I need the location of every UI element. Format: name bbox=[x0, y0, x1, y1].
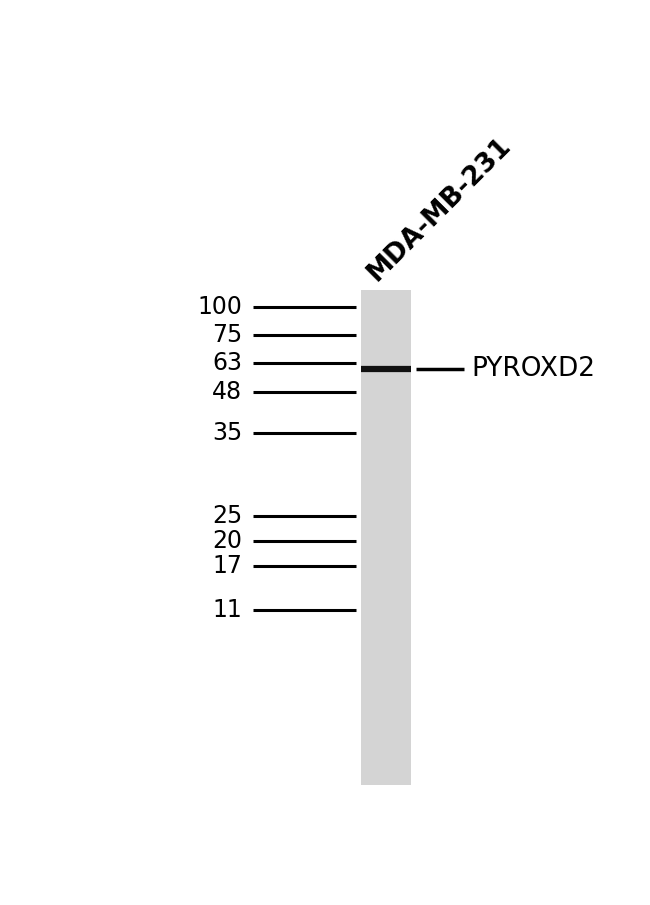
Text: PYROXD2: PYROXD2 bbox=[472, 356, 595, 382]
Text: 11: 11 bbox=[213, 598, 242, 623]
Text: 25: 25 bbox=[212, 504, 242, 529]
Text: 63: 63 bbox=[213, 351, 242, 375]
Text: 20: 20 bbox=[213, 529, 242, 553]
Text: 100: 100 bbox=[198, 295, 242, 319]
Bar bbox=[361, 290, 411, 785]
Text: 75: 75 bbox=[212, 323, 242, 348]
Text: MDA-MB-231: MDA-MB-231 bbox=[363, 132, 517, 286]
Text: 48: 48 bbox=[213, 380, 242, 405]
Text: 17: 17 bbox=[213, 555, 242, 578]
Text: 35: 35 bbox=[212, 421, 242, 444]
